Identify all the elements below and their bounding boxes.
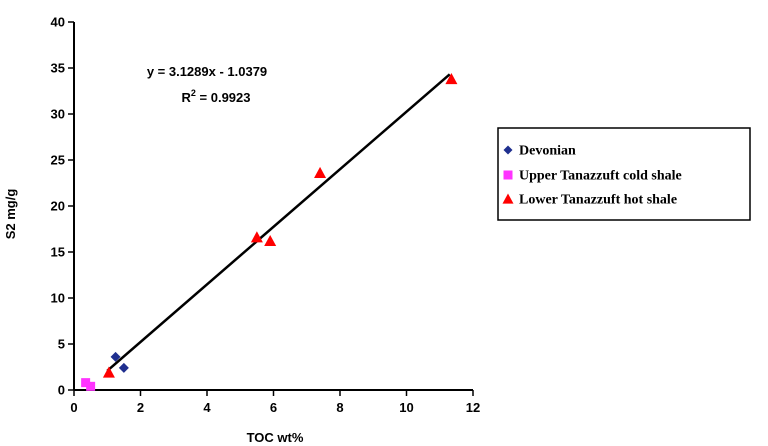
triangle-data-point	[314, 166, 327, 178]
legend-label: Lower Tanazzuft hot shale	[519, 193, 677, 208]
x-tick-label: 10	[399, 400, 413, 415]
legend-label: Upper Tanazzuft cold shale	[519, 169, 682, 184]
y-tick-label: 35	[51, 61, 65, 76]
data-points	[81, 73, 458, 391]
triangle-data-point	[250, 231, 263, 243]
y-tick-label: 5	[58, 337, 65, 352]
r-squared-label: R2 = 0.9923	[182, 88, 251, 105]
x-tick-label: 4	[203, 400, 211, 415]
trendline	[106, 73, 451, 372]
y-tick-label: 15	[51, 245, 65, 260]
x-tick-label: 2	[137, 400, 144, 415]
y-tick-label: 40	[51, 15, 65, 30]
legend-marker-triangle	[502, 193, 514, 204]
x-tick-label: 12	[466, 400, 480, 415]
y-tick-label: 20	[51, 199, 65, 214]
square-data-point	[86, 381, 96, 391]
legend-marker-diamond	[503, 145, 513, 155]
y-axis-ticks: 0 5 10 15 20 25 30 35 40	[51, 15, 74, 398]
legend-box	[497, 127, 751, 221]
triangle-data-point	[264, 234, 277, 247]
diamond-data-point	[110, 351, 121, 362]
x-axis-title: TOC wt%	[247, 430, 304, 445]
x-tick-label: 8	[336, 400, 343, 415]
legend: Devonian Upper Tanazzuft cold shale Lower …	[497, 127, 751, 221]
y-axis-title: S2 mg/g	[3, 189, 18, 240]
trendline-equation: y = 3.1289x - 1.0379	[147, 64, 267, 79]
x-tick-label: 6	[270, 400, 277, 415]
x-tick-label: 0	[70, 400, 77, 415]
legend-marker-square	[503, 170, 513, 180]
y-tick-label: 25	[51, 153, 65, 168]
diamond-data-point	[118, 362, 129, 373]
triangle-data-point	[445, 73, 458, 85]
y-tick-label: 0	[58, 383, 65, 398]
y-tick-label: 10	[51, 291, 65, 306]
x-axis-ticks: 0 2 4 6 8 10 12	[70, 390, 480, 415]
legend-label: Devonian	[519, 144, 576, 159]
triangle-data-point	[102, 366, 115, 378]
y-tick-label: 30	[51, 107, 65, 122]
square-data-point	[81, 378, 91, 388]
